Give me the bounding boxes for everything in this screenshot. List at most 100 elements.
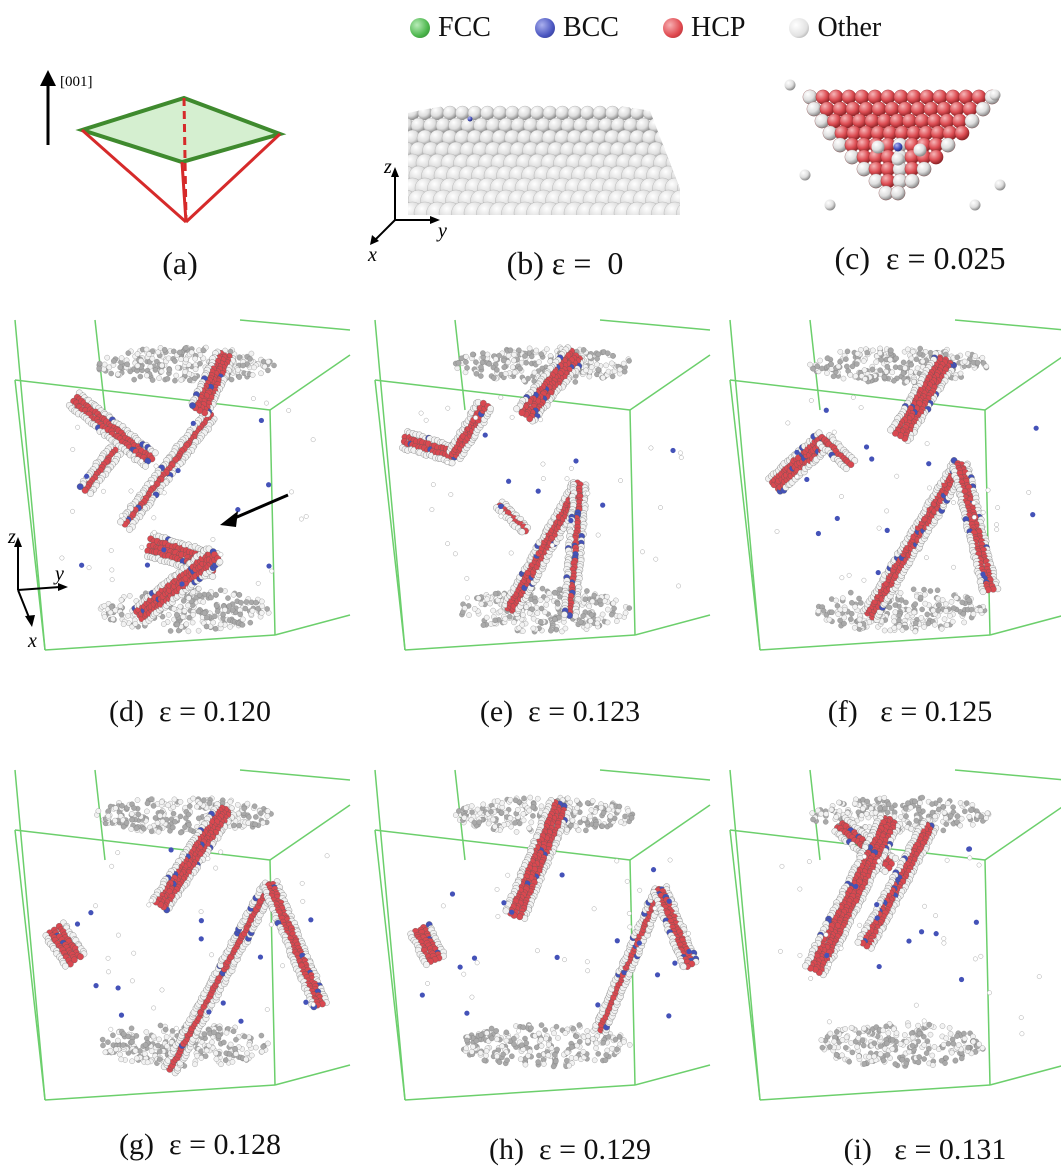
other-marker-icon — [789, 18, 810, 38]
other-atom — [203, 623, 210, 630]
other-atom — [526, 610, 533, 616]
other-atom — [87, 490, 94, 497]
other-atom — [212, 613, 218, 620]
other-atom — [869, 366, 876, 373]
other-atom — [455, 360, 462, 366]
other-atom — [452, 551, 458, 557]
other-atom — [908, 355, 915, 362]
snapshot-panel-f — [729, 319, 1061, 651]
other-atom — [610, 600, 617, 607]
legend-label-hcp: HCP — [690, 12, 746, 43]
other-atom — [919, 606, 925, 613]
other-atom — [172, 818, 178, 825]
other-atom — [919, 358, 926, 365]
other-atom — [944, 622, 950, 628]
other-atom — [902, 365, 908, 371]
other-atom — [258, 810, 264, 816]
legend-label-other: Other — [817, 12, 882, 43]
other-atom — [194, 1053, 200, 1059]
other-atom — [985, 487, 991, 493]
other-atom — [947, 613, 953, 619]
surface-atom — [660, 117, 677, 134]
bcc-atom — [144, 562, 151, 568]
other-atom — [164, 375, 171, 382]
other-atom — [820, 608, 827, 614]
other-atom — [580, 347, 587, 353]
other-atom — [203, 1047, 210, 1054]
other-atom — [616, 613, 623, 620]
other-atom — [483, 614, 490, 621]
other-atom — [953, 595, 960, 601]
other-atom — [131, 376, 137, 383]
other-atom — [846, 572, 852, 578]
other-atom — [164, 1043, 170, 1049]
other-atom — [112, 805, 119, 811]
other-atom — [851, 457, 859, 465]
other-atom — [244, 1050, 250, 1056]
other-atom — [195, 608, 202, 615]
simulation-box-edge — [44, 634, 276, 651]
other-atom — [913, 143, 927, 157]
other-atom — [161, 490, 167, 496]
other-atom — [163, 1034, 170, 1040]
surface-atom — [605, 105, 620, 121]
bcc-atom — [190, 420, 196, 426]
other-atom — [927, 588, 934, 594]
other-atom — [774, 529, 780, 534]
other-atom — [582, 596, 588, 603]
simulation-box-edge — [629, 409, 636, 636]
other-atom — [511, 351, 517, 358]
other-atom — [221, 1039, 227, 1046]
other-atom — [604, 350, 611, 356]
other-atom — [214, 608, 221, 615]
bcc-atom — [535, 488, 541, 494]
surface-atom — [530, 105, 545, 121]
surface-atom — [567, 105, 583, 121]
other-atom — [129, 811, 135, 817]
surface-atom — [480, 105, 495, 121]
other-atom — [153, 463, 159, 469]
other-atom — [260, 358, 267, 365]
other-atom — [536, 359, 542, 365]
other-atom — [59, 555, 65, 561]
other-atom — [249, 1052, 255, 1059]
caption-c: (c) ε = 0.025 — [834, 240, 1006, 276]
other-atom — [603, 362, 609, 369]
bcc-atom — [266, 563, 272, 569]
other-atom — [464, 595, 470, 601]
other-atom — [965, 351, 971, 357]
other-atom — [887, 426, 894, 434]
other-atom — [120, 1031, 127, 1037]
other-atom — [149, 355, 156, 362]
bcc-atom — [869, 456, 875, 462]
other-atom — [935, 607, 941, 614]
legend-label-fcc: FCC — [438, 12, 491, 43]
other-atom — [884, 364, 891, 370]
bcc-atom — [863, 444, 870, 450]
hcp-atom — [949, 101, 965, 117]
other-atom — [538, 417, 544, 423]
other-atom — [473, 415, 479, 421]
other-atom — [587, 618, 594, 624]
other-atom — [181, 608, 188, 614]
other-atom — [490, 607, 496, 614]
other-atom — [194, 803, 200, 810]
other-atom — [134, 797, 141, 803]
legend-item-hcp: HCP — [662, 12, 746, 44]
other-atom — [177, 603, 184, 610]
surface-atom — [492, 105, 508, 121]
other-atom — [171, 796, 178, 803]
other-atom — [132, 621, 139, 627]
other-atom — [141, 826, 147, 832]
other-atom — [132, 1047, 139, 1054]
other-atom — [539, 585, 546, 592]
surface-atom — [580, 105, 595, 121]
other-atom — [586, 603, 592, 610]
other-atom — [118, 355, 125, 361]
other-atom — [916, 161, 932, 177]
other-atom — [255, 580, 261, 586]
other-atom — [175, 627, 182, 634]
other-atom — [105, 808, 112, 814]
other-atom — [537, 619, 544, 625]
other-atom — [155, 1042, 161, 1049]
